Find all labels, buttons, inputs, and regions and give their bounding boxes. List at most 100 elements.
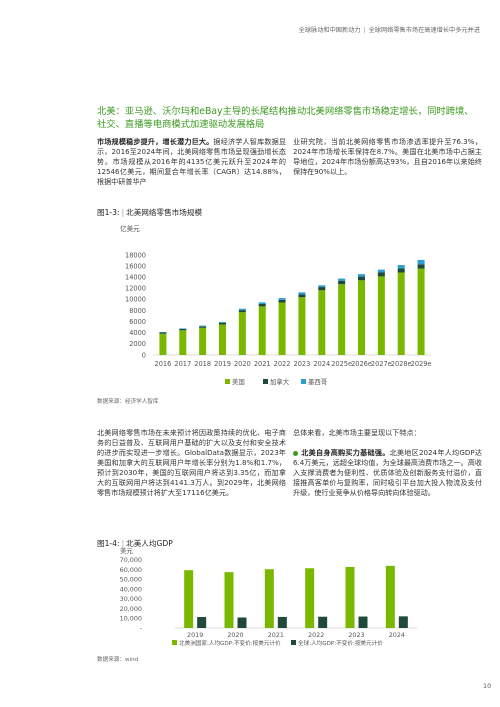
y-tick-label: 16000: [125, 262, 146, 270]
x-tick-label: 2022: [274, 360, 291, 368]
x-tick-label: 2022: [308, 631, 324, 639]
y-tick-label: 8000: [129, 307, 146, 315]
legend-label: 全球:人均GDP:不变价:按美元计价: [298, 639, 383, 647]
bar: [398, 616, 408, 628]
bar-segment: [358, 280, 365, 355]
figure1-source: 数据来源：经济学人智库: [97, 399, 159, 405]
bar-segment: [417, 259, 425, 265]
bar: [197, 617, 207, 628]
bar: [385, 565, 395, 628]
y-tick-label: 10,000: [120, 614, 142, 622]
section1-left-column: 市场规模稳步提升，增长潜力巨大。据经济学人智库数据显示，2016至2024年间，…: [97, 137, 286, 187]
bar-segment: [159, 332, 167, 334]
figure2-prefix: 图1-4:: [97, 539, 120, 548]
section2-right-column: 总体来看，北美市场主要呈现以下特点： 北美自身高购买力基础强。北美地区2024年…: [293, 428, 482, 498]
y-tick-label: 20,000: [120, 605, 142, 613]
running-header: 全球脉动和中国新动力 | 全球网络零售市场在高速增长中多元并进: [299, 25, 480, 34]
y-tick-label: 0: [142, 351, 146, 359]
figure1-title: 图1-3: | 北美网络零售市场规模: [97, 208, 203, 217]
bar-segment: [278, 299, 286, 303]
bar-segment: [258, 306, 266, 355]
header-separator: |: [363, 27, 366, 34]
bar-segment: [179, 330, 187, 355]
section2-left-body: 北美网络零售市场在未来预计将因政策持续的优化、电子商务的日益普及、互联网用户基础…: [97, 428, 286, 497]
bar-segment: [338, 280, 346, 285]
x-tick-label: 2024: [313, 360, 330, 368]
y-tick-label: 18000: [125, 251, 146, 259]
figure1-title-text: 北美网络零售市场规模: [126, 208, 203, 217]
y-tick-label: 14000: [125, 274, 146, 282]
y-tick-label: 60,000: [120, 566, 142, 574]
x-tick-label: 2017: [174, 360, 191, 368]
bar: [277, 616, 287, 628]
bar-segment: [199, 325, 207, 327]
bar: [358, 616, 368, 628]
bar: [264, 569, 274, 628]
bar-segment: [298, 297, 306, 355]
x-tick-label: 2025e: [331, 360, 352, 368]
bar-segment: [219, 324, 226, 355]
bar-segment: [338, 278, 346, 281]
x-tick-label: 2023: [348, 631, 364, 639]
y-tick-label: 6000: [129, 318, 146, 326]
x-tick-label: 2018: [194, 360, 211, 368]
x-tick-label: 2023: [294, 360, 311, 368]
bar-segment: [278, 302, 286, 355]
x-tick-label: 2019: [214, 360, 231, 368]
legend-swatch: [263, 379, 268, 384]
y-axis-unit-label: 美元: [120, 546, 133, 555]
bar-segment: [377, 276, 385, 355]
y-tick-label: 30,000: [120, 595, 142, 603]
x-tick-label: 2026e: [351, 360, 372, 368]
figure1-prefix: 图1-3:: [97, 208, 120, 217]
bar-segment: [199, 326, 207, 328]
bar-segment: [318, 290, 326, 355]
bar-segment: [199, 327, 207, 355]
legend-swatch: [225, 379, 230, 384]
bar-segment: [377, 269, 385, 273]
legend-label: 加拿大: [270, 377, 290, 386]
bar: [305, 568, 315, 628]
bar-segment: [238, 310, 246, 313]
y-tick-label: 10000: [125, 296, 146, 304]
bar-segment: [358, 276, 365, 281]
section1-left-body: 据经济学人智库数据显示，2016至2024年间，北美网络零售市场呈现强劲增长态势…: [97, 137, 287, 186]
x-tick-label: 2027e: [371, 360, 392, 368]
section2-bullet: 北美自身高购买力基础强。北美地区2024年人均GDP达6.4万美元，远超全球均值…: [293, 448, 482, 498]
bar: [237, 617, 247, 628]
bullet-dot-icon: [293, 450, 298, 456]
bar-segment: [397, 265, 405, 269]
y-tick-label: 50,000: [120, 576, 142, 584]
page-number: 10: [483, 682, 492, 690]
y-tick-label: 40,000: [120, 585, 142, 593]
x-tick-label: 2021: [254, 360, 271, 368]
y-tick-label: -: [140, 624, 142, 632]
bar-segment: [179, 329, 187, 331]
section1-right-body: 业研究院，当前北美网络零售市场渗透率提升至76.3%，2024年市场增长率保持在…: [293, 137, 482, 176]
bar-segment: [179, 328, 187, 329]
bar-segment: [258, 302, 266, 304]
online-retail-market-chart: 亿美元 0 2000 4000 6000 8000 10000 12000 14000 16000…: [120, 224, 432, 386]
x-tick-label: 2029e: [411, 360, 432, 368]
bar: [345, 566, 355, 628]
section-headline: 北美：亚马逊、沃尔玛和eBay主导的长尾结构推动北美网络零售市场稳定增长，同时跨…: [97, 106, 474, 130]
x-tick-label: 2020: [227, 631, 243, 639]
bar-segment: [397, 272, 405, 355]
legend-swatch: [301, 379, 306, 384]
bar-segment: [417, 268, 425, 355]
section1-lead: 市场规模稳步提升，增长潜力巨大。: [97, 137, 214, 146]
y-axis-unit-label: 亿美元: [120, 224, 140, 233]
bar: [184, 570, 194, 628]
section2-intro: 总体来看，北美市场主要呈现以下特点：: [293, 428, 421, 437]
bar-segment: [219, 322, 226, 325]
legend-label: 美国: [232, 377, 245, 386]
section2-lead: 北美自身高购买力基础强。: [301, 448, 390, 457]
x-tick-label: 2024: [389, 631, 405, 639]
bar-segment: [358, 274, 365, 277]
x-tick-label: 2021: [268, 631, 284, 639]
x-tick-label: 2019: [187, 631, 203, 639]
figure2-source: 数据来源：wind: [97, 657, 139, 663]
bar-segment: [417, 264, 425, 269]
section2-right-body: 北美地区2024年人均GDP达6.4万美元，远超全球均值，为全球最高消费市场之一…: [293, 448, 483, 497]
